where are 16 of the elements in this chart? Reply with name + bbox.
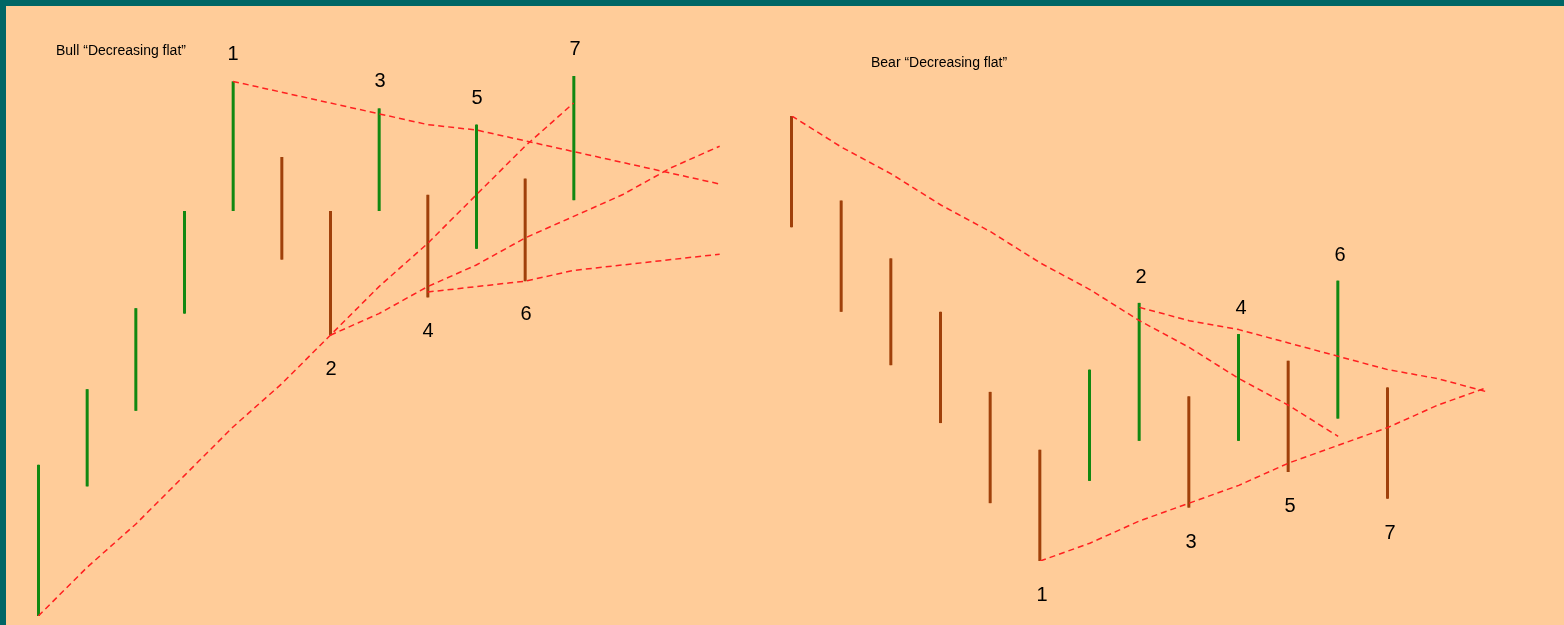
annotation: 6 bbox=[1334, 243, 1346, 265]
annotation: 5 bbox=[471, 86, 483, 108]
text: 7 bbox=[569, 37, 581, 59]
annotation: 6 bbox=[520, 302, 532, 324]
annotation: 3 bbox=[374, 69, 386, 91]
annotation: 3 bbox=[1185, 530, 1197, 552]
annotation: 4 bbox=[422, 319, 434, 341]
chart-title: Bear “Decreasing flat” bbox=[871, 54, 1008, 70]
annotation: 5 bbox=[1284, 494, 1296, 516]
text: 1 bbox=[227, 42, 239, 64]
annotation: 4 bbox=[1235, 296, 1247, 318]
text: 1 bbox=[1036, 583, 1048, 605]
annotation: 7 bbox=[1384, 521, 1396, 543]
annotation: 2 bbox=[325, 357, 337, 379]
annotation: 2 bbox=[1135, 265, 1147, 287]
chart-title: Bull “Decreasing flat” bbox=[56, 42, 186, 58]
